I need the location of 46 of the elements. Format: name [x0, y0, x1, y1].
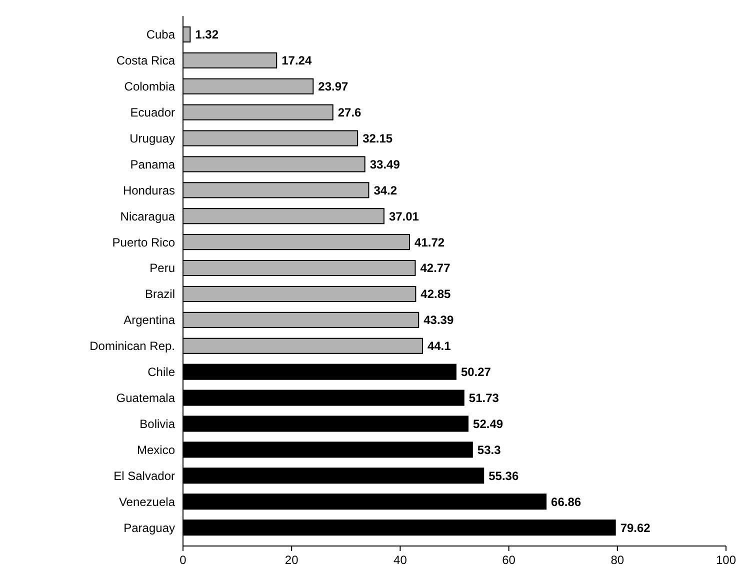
data-label: 1.32 — [195, 28, 219, 42]
y-tick-label: Peru — [150, 261, 175, 276]
data-label: 32.15 — [362, 131, 393, 146]
y-tick-label: Ecuador — [130, 105, 175, 120]
y-tick-label: Mexico — [136, 442, 176, 457]
y-tick-label: Brazil — [144, 287, 175, 302]
x-tick-label: 40 — [394, 553, 408, 567]
y-tick-label: Costa Rica — [116, 54, 176, 68]
x-tick-label: 100 — [716, 553, 736, 567]
data-label: 53.3 — [477, 442, 502, 457]
data-label: 42.85 — [420, 287, 452, 302]
data-label: 34.2 — [374, 183, 398, 198]
data-label: 27.6 — [338, 105, 362, 120]
data-label: 42.77 — [420, 261, 451, 276]
y-tick-label: Honduras — [122, 183, 175, 198]
data-label: 79.62 — [620, 520, 651, 535]
data-label: 33.49 — [370, 157, 400, 172]
data-label: 41.72 — [414, 235, 445, 250]
y-tick-label: Dominican Rep. — [90, 339, 175, 354]
x-tick-label: 60 — [502, 553, 516, 567]
y-tick-label: Nicaragua — [120, 209, 176, 224]
data-label: 66.86 — [551, 494, 582, 509]
y-tick-label: Uruguay — [130, 131, 175, 146]
y-tick-label: Guatemala — [116, 390, 176, 405]
y-tick-label: Cuba — [146, 28, 176, 42]
data-label: 44.1 — [427, 339, 452, 354]
data-label: 55.36 — [488, 468, 519, 483]
data-label: 37.01 — [388, 209, 420, 224]
data-label: 50.27 — [460, 365, 492, 380]
y-tick-label: El Salvador — [114, 468, 175, 483]
y-tick-label: Venezuela — [118, 494, 176, 509]
y-tick-label: Bolivia — [140, 416, 176, 431]
y-tick-label: Colombia — [124, 80, 176, 94]
data-label: 52.49 — [473, 416, 504, 431]
data-label: 23.97 — [318, 80, 349, 94]
data-label: 17.24 — [282, 54, 312, 68]
y-tick-label: Chile — [148, 365, 176, 380]
data-label: 51.73 — [468, 390, 500, 405]
x-tick-label: 20 — [284, 553, 299, 567]
y-tick-label: Puerto Rico — [112, 235, 176, 250]
y-tick-label: Paraguay — [124, 520, 175, 535]
y-tick-label: Panama — [130, 157, 176, 172]
data-label: 43.39 — [424, 313, 454, 328]
x-tick-label: 80 — [610, 553, 624, 567]
y-tick-label: Argentina — [124, 313, 176, 328]
x-tick-label: 0 — [180, 553, 187, 567]
